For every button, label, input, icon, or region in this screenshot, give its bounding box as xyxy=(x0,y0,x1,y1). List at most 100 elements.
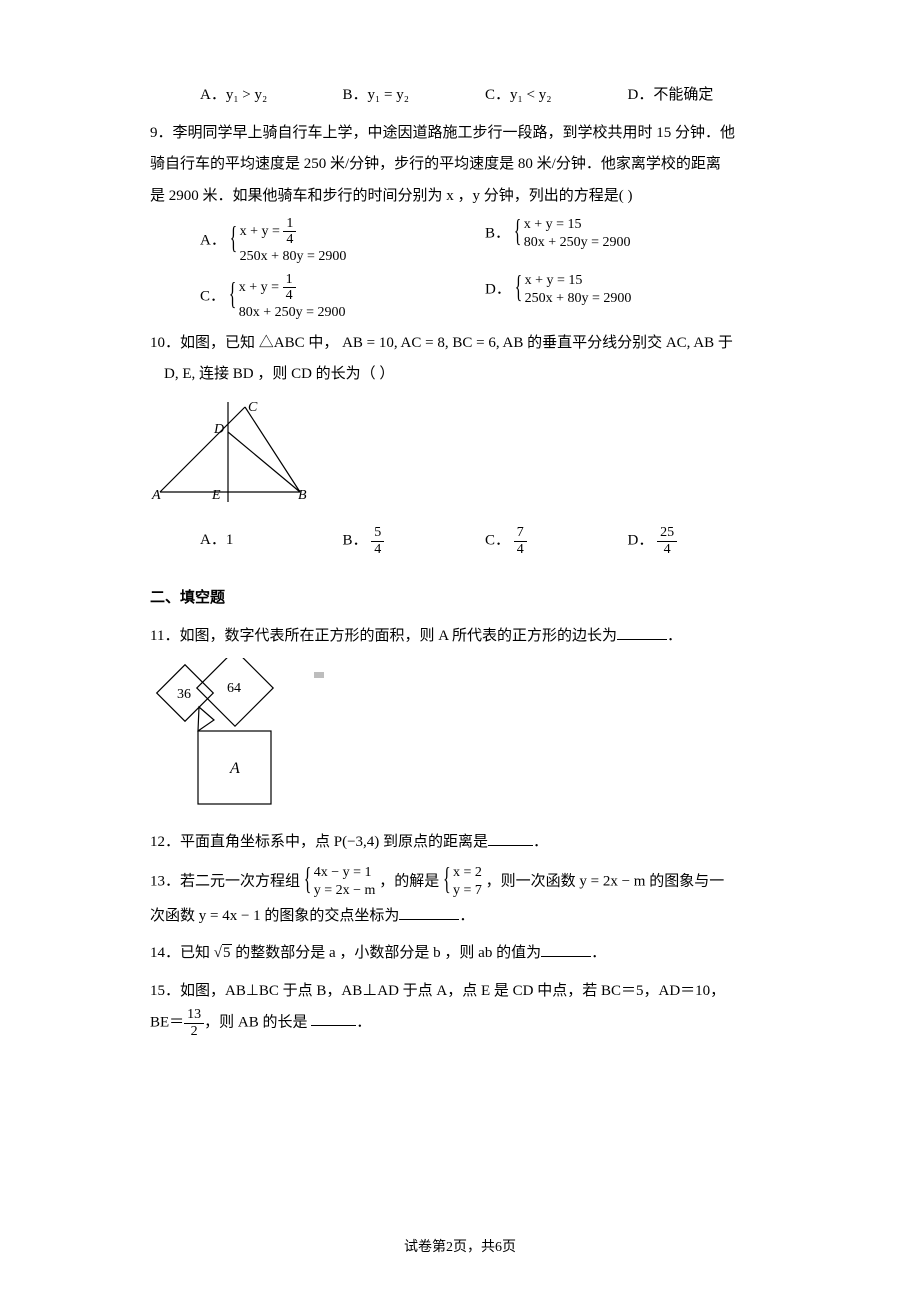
q9-opt-a: A． x + y = 14 250x + 80y = 2900 xyxy=(200,216,485,266)
q9-b-label: B． xyxy=(485,226,510,242)
q9-line2: 骑自行车的平均速度是 250 米/分钟，步行的平均速度是 80 米/分钟．他家离… xyxy=(150,149,770,181)
q13-after: ，则一次函数 y = 2x − m 的图象与一 xyxy=(486,874,725,890)
q10-opt-a: A．1 xyxy=(200,525,343,557)
q13-s2-r1: x = 2 xyxy=(453,864,482,882)
q9-a-frac-n: 1 xyxy=(283,216,296,232)
q13-period: ． xyxy=(459,908,474,924)
q14-sqrt-arg: 5 xyxy=(222,944,232,961)
q10-opt-c: C． 74 xyxy=(485,525,628,557)
q13-blank xyxy=(399,904,459,920)
q9-a-label: A． xyxy=(200,232,226,248)
q8-opt-a: A．y₁ > y₂ xyxy=(200,80,343,112)
exam-page: A．y₁ > y₂ B．y₁ = y₂ C．y₁ < y₂ D．不能确定 9．李… xyxy=(0,0,920,1302)
q9-c-label: C． xyxy=(200,288,225,304)
q8-d-text: D．不能确定 xyxy=(628,87,714,103)
q15-line2: BE＝132，则 AB 的长是 ． xyxy=(150,1007,770,1039)
q10-b-d: 4 xyxy=(371,542,384,557)
q14-period: ． xyxy=(591,945,606,961)
q10-c-label: C． xyxy=(485,533,510,549)
q8-opt-b: B．y₁ = y₂ xyxy=(343,80,486,112)
q15-line1: 15．如图，AB⊥BC 于点 B，AB⊥AD 于点 A，点 E 是 CD 中点，… xyxy=(150,976,770,1008)
q12-period: ． xyxy=(533,834,548,850)
q13-l2-pre: 次函数 y = 4x − 1 的图象的交点坐标为 xyxy=(150,908,399,924)
q13-s1-r1: 4x − y = 1 xyxy=(314,864,376,882)
q9-line3: 是 2900 米．如果他骑车和步行的时间分别为 x ，y 分钟，列出的方程是( … xyxy=(150,181,770,213)
q15-period: ． xyxy=(356,1014,371,1030)
q9-c-r1: x + y = xyxy=(239,280,283,295)
q9: 9．李明同学早上骑自行车上学，中途因道路施工步行一段路，到学校共用时 15 分钟… xyxy=(150,118,770,322)
watermark-icon xyxy=(314,672,324,678)
q11-period: ． xyxy=(667,628,682,644)
q10-l2-text: D, E, 连接 BD ，则 CD 的长为（ ） xyxy=(164,366,394,382)
q9-d-r1: x + y = 15 xyxy=(525,272,632,290)
q13-sys1: 4x − y = 1 y = 2x − m xyxy=(304,864,376,900)
svg-text:A: A xyxy=(229,760,240,777)
q10-l1-text: 10．如图，已知 △ABC 中， AB = 10, AC = 8, BC = 6… xyxy=(150,335,733,351)
q8-c-text: C．y₁ < y₂ xyxy=(485,87,551,103)
q9-a-frac-d: 4 xyxy=(283,232,296,247)
page-footer: 试卷第2页，共6页 xyxy=(0,1233,920,1262)
svg-text:D: D xyxy=(213,422,224,437)
q11: 11．如图，数字代表所在正方形的面积，则 A 所代表的正方形的边长为 ． 36 6… xyxy=(150,621,770,821)
q9-c-system: x + y = 14 80x + 250y = 2900 xyxy=(229,272,346,322)
q14-pre: 14．已知 xyxy=(150,945,210,961)
q10-d-d: 4 xyxy=(657,542,677,557)
q10-opt-b: B． 54 xyxy=(343,525,486,557)
q10-opt-d: D． 254 xyxy=(628,525,771,557)
q12-text: 12．平面直角坐标系中，点 P(−3,4) 到原点的距离是 xyxy=(150,834,488,850)
q13-s1-r2: y = 2x − m xyxy=(314,882,376,900)
section-2-title: 二、填空题 xyxy=(150,583,770,615)
q10-line2: D, E, 连接 BD ，则 CD 的长为（ ） xyxy=(164,359,770,391)
q9-a-r1: x + y = xyxy=(240,224,284,239)
q13-sys2: x = 2 y = 7 xyxy=(443,864,482,900)
q9-a-r2: 250x + 80y = 2900 xyxy=(240,248,347,266)
q8-options: A．y₁ > y₂ B．y₁ = y₂ C．y₁ < y₂ D．不能确定 xyxy=(200,80,770,112)
q13: 13．若二元一次方程组 4x − y = 1 y = 2x − m ，的解是 x… xyxy=(150,864,770,932)
q13-mid: ，的解是 xyxy=(379,874,439,890)
q9-b-r1: x + y = 15 xyxy=(524,216,631,234)
q10-line1: 10．如图，已知 △ABC 中， AB = 10, AC = 8, BC = 6… xyxy=(150,328,770,360)
q10-b-label: B． xyxy=(343,533,368,549)
q10-c-n: 7 xyxy=(514,525,527,541)
q9-opt-d: D． x + y = 15 250x + 80y = 2900 xyxy=(485,272,770,322)
svg-text:B: B xyxy=(298,488,307,503)
q12-blank xyxy=(488,830,533,846)
q9-opt-b: B． x + y = 15 80x + 250y = 2900 xyxy=(485,216,770,266)
q11-blank xyxy=(617,624,667,640)
q15-frac-n: 13 xyxy=(184,1007,204,1023)
q8-a-text: A．y₁ > y₂ xyxy=(200,87,267,103)
q11-text: 11．如图，数字代表所在正方形的面积，则 A 所代表的正方形的边长为 xyxy=(150,628,617,644)
q9-b-r2: 80x + 250y = 2900 xyxy=(524,234,631,252)
q12: 12．平面直角坐标系中，点 P(−3,4) 到原点的距离是 ． xyxy=(150,827,770,859)
q9-opt-c: C． x + y = 14 80x + 250y = 2900 xyxy=(200,272,485,322)
q10-figure: A E B D C xyxy=(150,397,770,520)
q8-opt-d: D．不能确定 xyxy=(628,80,771,112)
q10-d-label: D． xyxy=(628,533,654,549)
q15: 15．如图，AB⊥BC 于点 B，AB⊥AD 于点 A，点 E 是 CD 中点，… xyxy=(150,976,770,1039)
svg-text:64: 64 xyxy=(227,681,241,696)
q13-pre: 13．若二元一次方程组 xyxy=(150,874,300,890)
q15-frac-d: 2 xyxy=(184,1024,204,1039)
q15-l2-pre: BE＝ xyxy=(150,1014,184,1030)
q9-c-r2: 80x + 250y = 2900 xyxy=(239,304,346,322)
q10-options: A．1 B． 54 C． 74 D． 254 xyxy=(200,525,770,557)
q9-a-system: x + y = 14 250x + 80y = 2900 xyxy=(230,216,347,266)
q10-a-text: A．1 xyxy=(200,532,233,548)
q10: 10．如图，已知 △ABC 中， AB = 10, AC = 8, BC = 6… xyxy=(150,328,770,557)
q11-figure: 36 64 A xyxy=(150,658,770,821)
q15-l2-mid: ，则 AB 的长是 xyxy=(204,1014,311,1030)
q9-d-label: D． xyxy=(485,282,511,298)
q8-opt-c: C．y₁ < y₂ xyxy=(485,80,628,112)
q14: 14．已知 √5 的整数部分是 a ，小数部分是 b ，则 ab 的值为． xyxy=(150,938,770,970)
q9-line1: 9．李明同学早上骑自行车上学，中途因道路施工步行一段路，到学校共用时 15 分钟… xyxy=(150,118,770,150)
q10-b-n: 5 xyxy=(371,525,384,541)
q15-blank xyxy=(311,1010,356,1026)
q13-s2-r2: y = 7 xyxy=(453,882,482,900)
q14-blank xyxy=(541,941,591,957)
q9-d-system: x + y = 15 250x + 80y = 2900 xyxy=(515,272,632,308)
svg-text:A: A xyxy=(151,488,161,503)
svg-text:C: C xyxy=(248,400,258,415)
q10-d-n: 25 xyxy=(657,525,677,541)
svg-text:36: 36 xyxy=(177,687,191,702)
q9-c-frac-n: 1 xyxy=(283,272,296,288)
